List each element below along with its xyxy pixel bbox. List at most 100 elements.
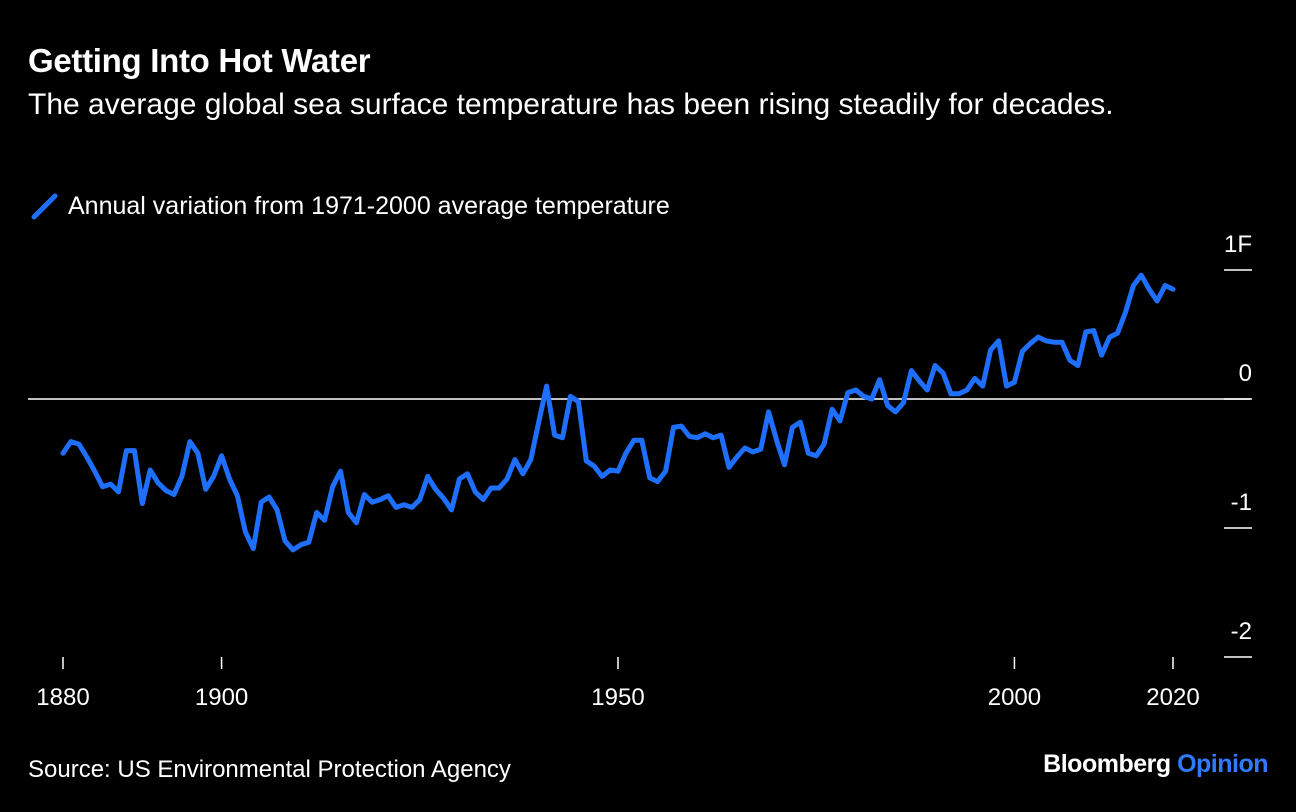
data-point — [1036, 335, 1040, 339]
data-point — [592, 464, 596, 468]
data-point — [291, 548, 295, 552]
data-point — [386, 494, 390, 498]
data-point — [418, 498, 422, 502]
data-point — [307, 540, 311, 544]
data-point — [695, 436, 699, 440]
data-point — [1005, 384, 1009, 388]
data-point — [790, 425, 794, 429]
data-point — [117, 490, 121, 494]
brand-logo: Bloomberg Opinion — [1043, 750, 1268, 779]
data-point — [941, 371, 945, 375]
x-axis: 1880 1900 1950 2000 2020 — [36, 657, 1200, 711]
legend-line-icon — [31, 193, 58, 220]
data-point — [93, 469, 97, 473]
data-point — [346, 511, 350, 515]
data-point — [473, 490, 477, 494]
data-point — [886, 404, 890, 408]
data-point — [323, 518, 327, 522]
data-point — [997, 339, 1001, 343]
data-point — [553, 433, 557, 437]
data-point — [164, 489, 168, 493]
data-point — [172, 493, 176, 497]
data-point — [830, 407, 834, 411]
data-point — [331, 485, 335, 489]
data-point — [814, 454, 818, 458]
data-point — [259, 500, 263, 504]
data-point — [529, 458, 533, 462]
data-point — [434, 487, 438, 491]
brand-suffix: Opinion — [1177, 750, 1268, 778]
data-point — [402, 503, 406, 507]
data-point — [339, 469, 343, 473]
data-point — [513, 458, 517, 462]
data-point — [1060, 340, 1064, 344]
data-point — [61, 451, 65, 455]
data-point — [664, 469, 668, 473]
data-point — [426, 474, 430, 478]
data-point — [751, 450, 755, 454]
data-point — [608, 468, 612, 472]
data-point — [632, 438, 636, 442]
data-point — [679, 424, 683, 428]
data-point — [1068, 358, 1072, 362]
data-point — [925, 388, 929, 392]
data-point — [1052, 340, 1056, 344]
y-tick-label: 0 — [1239, 360, 1252, 387]
data-point — [568, 394, 572, 398]
data-point — [180, 474, 184, 478]
data-point — [465, 472, 469, 476]
data-point — [1012, 380, 1016, 384]
data-point — [854, 388, 858, 392]
data-point — [275, 508, 279, 512]
data-point — [481, 498, 485, 502]
data-point — [727, 465, 731, 469]
x-tick-label: 2020 — [1146, 684, 1199, 711]
data-point — [220, 454, 224, 458]
legend-label: Annual variation from 1971-2000 average … — [68, 191, 670, 220]
data-point — [1028, 342, 1032, 346]
data-point — [1084, 330, 1088, 334]
data-point — [545, 384, 549, 388]
data-point — [1131, 284, 1135, 288]
legend: Annual variation from 1971-2000 average … — [28, 190, 670, 222]
data-point — [101, 485, 105, 489]
data-point — [719, 433, 723, 437]
data-point — [521, 472, 525, 476]
data-point — [457, 477, 461, 481]
y-tick-label: -1 — [1231, 489, 1252, 516]
data-point — [576, 400, 580, 404]
data-point — [370, 500, 374, 504]
x-tick-label: 1950 — [591, 684, 644, 711]
data-point — [894, 410, 898, 414]
data-point — [267, 495, 271, 499]
data-point — [148, 468, 152, 472]
data-point — [1108, 335, 1112, 339]
data-point — [687, 434, 691, 438]
data-point — [1155, 299, 1159, 303]
data-point — [957, 392, 961, 396]
data-point — [69, 440, 73, 444]
data-point — [497, 486, 501, 490]
y-tick-label: 1F — [1224, 231, 1252, 258]
source-note: Source: US Environmental Protection Agen… — [28, 756, 511, 783]
data-point — [188, 440, 192, 444]
series-line-sea-surface-temperature — [60, 272, 1176, 553]
y-axis: 1F 0 -1 -2 — [1224, 231, 1252, 658]
data-point — [846, 391, 850, 395]
data-point — [1100, 353, 1104, 357]
data-point — [505, 477, 509, 481]
data-point — [759, 447, 763, 451]
data-point — [362, 493, 366, 497]
data-point — [703, 432, 707, 436]
data-point — [822, 442, 826, 446]
data-point — [743, 446, 747, 450]
data-point — [140, 502, 144, 506]
data-point — [561, 436, 565, 440]
data-point — [109, 482, 113, 486]
data-point — [196, 451, 200, 455]
data-point — [442, 496, 446, 500]
data-point — [917, 379, 921, 383]
data-point — [909, 369, 913, 373]
data-point — [1171, 287, 1175, 291]
chart-title: Getting Into Hot Water — [28, 42, 371, 79]
